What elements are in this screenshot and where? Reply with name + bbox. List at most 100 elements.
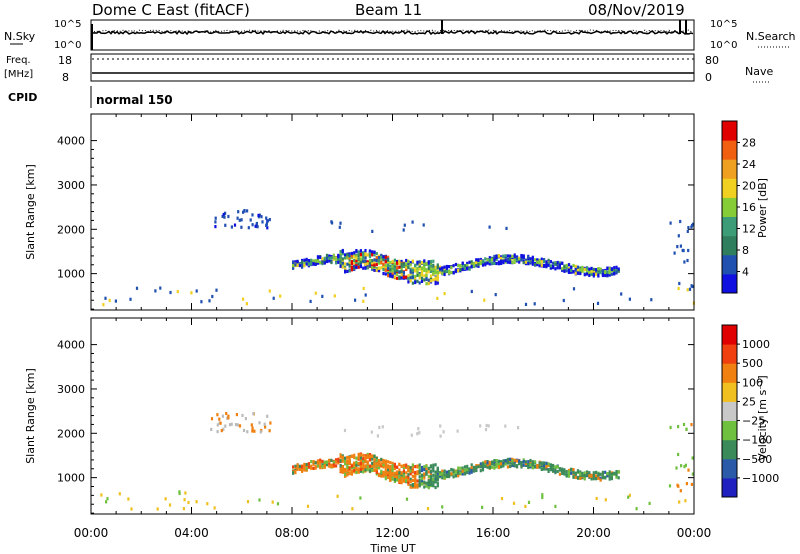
- scatter-cell: [227, 414, 230, 418]
- scatter-cell: [443, 473, 446, 477]
- scatter-cell: [380, 474, 383, 478]
- scatter-cell: [688, 287, 692, 291]
- scatter-cell: [208, 299, 211, 303]
- scatter-cell: [425, 271, 428, 275]
- scatter-cell: [396, 478, 399, 482]
- scatter-cell: [547, 263, 550, 267]
- scatter-cell: [484, 257, 487, 261]
- scatter-cell: [599, 271, 602, 275]
- scatter-cell: [420, 465, 424, 470]
- x-tick-labels: 00:00 04:00 08:00 12:00 16:00 20:00 00:00: [74, 526, 712, 540]
- scatter-cell: [549, 468, 552, 472]
- scatter-cell: [366, 460, 369, 464]
- scatter-cell: [414, 263, 417, 268]
- scatter-cell: [294, 464, 297, 468]
- scatter-cell: [610, 267, 613, 272]
- scatter-cell: [341, 261, 344, 265]
- scatter-cell: [512, 501, 516, 505]
- scatter-cell: [470, 468, 473, 473]
- scatter-cell: [398, 471, 401, 475]
- scatter-cell: [350, 471, 353, 475]
- scatter-cell: [513, 260, 516, 264]
- scatter-cell: [588, 273, 591, 277]
- scatter-cell: [500, 261, 503, 265]
- scatter-cell: [339, 259, 342, 263]
- beam-label: Beam 11: [355, 1, 422, 19]
- scatter-cell: [400, 273, 403, 277]
- scatter-cell: [461, 466, 464, 470]
- colorbar-segment: [722, 159, 737, 179]
- scatter-cell: [382, 262, 385, 266]
- scatter-cell: [606, 270, 609, 274]
- scatter-cell: [565, 266, 568, 270]
- scatter-cell: [228, 423, 232, 427]
- scatter-cell: [432, 477, 435, 481]
- scatter-cell: [497, 260, 500, 264]
- scatter-cell: [606, 472, 609, 476]
- scatter-cell: [545, 465, 548, 469]
- y-tick-label: 2000: [57, 427, 85, 440]
- scatter-cell: [590, 473, 593, 477]
- scatter-cell: [615, 265, 618, 269]
- scatter-cell: [344, 472, 347, 476]
- scatter-cell: [366, 468, 369, 472]
- scatter-cell: [364, 468, 367, 472]
- scatter-cell: [529, 261, 532, 265]
- scatter-cell: [359, 249, 362, 253]
- scatter-cell: [481, 462, 485, 466]
- scatter-cell: [371, 461, 374, 465]
- scatter-cell: [509, 254, 512, 258]
- scatter-cell: [595, 470, 598, 474]
- scatter-cell: [398, 260, 401, 264]
- scatter-cell: [346, 469, 349, 473]
- cpid-label: CPID: [8, 91, 37, 104]
- scatter-cell: [328, 254, 331, 258]
- scatter-cell: [423, 476, 426, 480]
- colorbar-segment: [722, 458, 737, 479]
- scatter-cell: [396, 475, 399, 479]
- scatter-cell: [246, 209, 249, 213]
- scatter-cell: [441, 476, 444, 480]
- scatter-cell: [263, 422, 266, 426]
- scatter-cell: [515, 464, 519, 468]
- scatter-cell: [338, 225, 341, 229]
- scatter-cell: [554, 262, 557, 266]
- scatter-cell: [524, 258, 528, 262]
- scatter-cell: [330, 463, 333, 467]
- scatter-cell: [495, 462, 498, 467]
- scatter-cell: [418, 262, 421, 266]
- scatter-cell: [380, 462, 383, 466]
- scatter-cell: [301, 260, 304, 264]
- y-tick-label: 1000: [57, 268, 85, 281]
- scatter-cell: [176, 290, 179, 294]
- scatter-cell: [237, 210, 240, 214]
- scatter-cell: [384, 266, 387, 270]
- scatter-cell: [441, 472, 444, 476]
- scatter-cell: [648, 501, 651, 505]
- scatter-cell: [100, 493, 103, 497]
- scatter-cell: [402, 473, 405, 478]
- scatter-cell: [350, 251, 353, 256]
- scatter-cell: [574, 271, 577, 275]
- scatter-cell: [330, 220, 333, 224]
- scatter-cell: [336, 494, 339, 498]
- scatter-cell: [515, 256, 519, 260]
- scatter-cell: [610, 272, 613, 276]
- colorbar-tick-label: −500: [742, 453, 772, 466]
- scatter-cell: [411, 281, 414, 285]
- scatter-cell: [407, 262, 410, 266]
- scatter-cell: [475, 258, 478, 262]
- colorbar-tick-label: −100: [742, 434, 772, 447]
- scatter-cell: [391, 262, 394, 266]
- scatter-cell: [393, 475, 396, 479]
- scatter-cell: [238, 424, 242, 428]
- scatter-cell: [617, 269, 620, 273]
- scatter-cell: [350, 268, 353, 272]
- scatter-cell: [396, 266, 399, 270]
- scatter-cell: [429, 259, 433, 264]
- scatter-cell: [364, 455, 367, 459]
- colorbar-tick-label: 100: [742, 376, 763, 389]
- scatter-cell: [668, 484, 672, 488]
- scatter-cell: [418, 431, 421, 435]
- scatter-cell: [251, 223, 254, 227]
